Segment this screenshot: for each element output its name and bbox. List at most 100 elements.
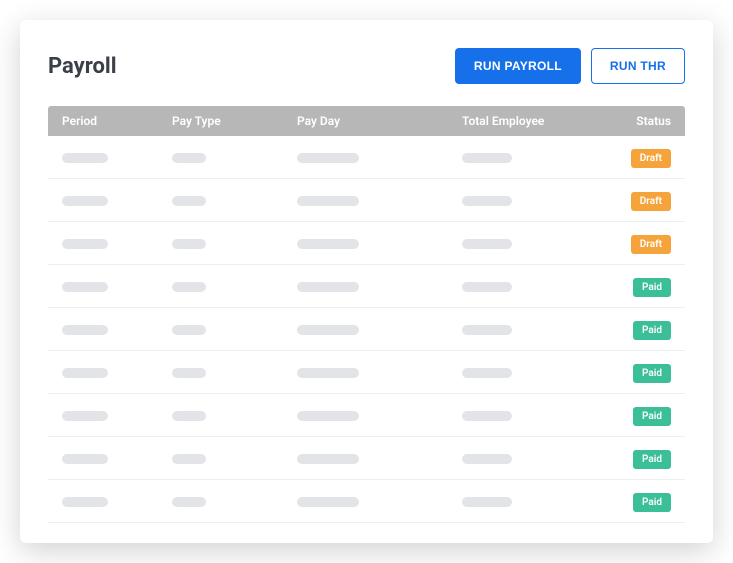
- cell-status: Draft: [612, 146, 671, 168]
- status-badge: Paid: [633, 493, 671, 512]
- cell-pay-day: [297, 363, 462, 382]
- cell-pay-type: [172, 277, 297, 296]
- skeleton-placeholder: [62, 411, 108, 421]
- cell-pay-day: [297, 320, 462, 339]
- skeleton-placeholder: [172, 325, 206, 335]
- cell-period: [62, 234, 172, 253]
- skeleton-placeholder: [462, 282, 512, 292]
- skeleton-placeholder: [462, 325, 512, 335]
- cell-period: [62, 449, 172, 468]
- skeleton-placeholder: [172, 153, 206, 163]
- status-badge: Draft: [631, 192, 671, 211]
- cell-total-employee: [462, 492, 612, 511]
- cell-total-employee: [462, 191, 612, 210]
- cell-period: [62, 492, 172, 511]
- skeleton-placeholder: [297, 411, 359, 421]
- cell-total-employee: [462, 277, 612, 296]
- payroll-table: Period Pay Type Pay Day Total Employee S…: [48, 106, 685, 523]
- cell-pay-type: [172, 234, 297, 253]
- cell-status: Draft: [612, 189, 671, 211]
- skeleton-placeholder: [172, 497, 206, 507]
- cell-pay-type: [172, 492, 297, 511]
- skeleton-placeholder: [62, 454, 108, 464]
- cell-total-employee: [462, 363, 612, 382]
- status-badge: Paid: [633, 364, 671, 383]
- cell-total-employee: [462, 320, 612, 339]
- skeleton-placeholder: [462, 196, 512, 206]
- table-row[interactable]: Paid: [48, 351, 685, 394]
- skeleton-placeholder: [62, 239, 108, 249]
- cell-pay-day: [297, 148, 462, 167]
- status-badge: Draft: [631, 235, 671, 254]
- table-row[interactable]: Draft: [48, 222, 685, 265]
- cell-pay-type: [172, 406, 297, 425]
- table-row[interactable]: Paid: [48, 394, 685, 437]
- payroll-card: Payroll RUN PAYROLL RUN THR Period Pay T…: [20, 20, 713, 543]
- cell-status: Paid: [612, 490, 671, 512]
- card-header: Payroll RUN PAYROLL RUN THR: [48, 48, 685, 84]
- skeleton-placeholder: [462, 239, 512, 249]
- cell-status: Paid: [612, 404, 671, 426]
- skeleton-placeholder: [297, 325, 359, 335]
- skeleton-placeholder: [172, 239, 206, 249]
- cell-pay-day: [297, 449, 462, 468]
- table-row[interactable]: Draft: [48, 136, 685, 179]
- skeleton-placeholder: [297, 239, 359, 249]
- cell-pay-type: [172, 363, 297, 382]
- skeleton-placeholder: [172, 282, 206, 292]
- cell-total-employee: [462, 234, 612, 253]
- cell-status: Paid: [612, 275, 671, 297]
- cell-pay-type: [172, 148, 297, 167]
- skeleton-placeholder: [62, 282, 108, 292]
- col-header-total-employee: Total Employee: [462, 114, 612, 128]
- cell-total-employee: [462, 406, 612, 425]
- skeleton-placeholder: [62, 325, 108, 335]
- cell-status: Paid: [612, 447, 671, 469]
- skeleton-placeholder: [462, 497, 512, 507]
- col-header-pay-day: Pay Day: [297, 114, 462, 128]
- skeleton-placeholder: [172, 454, 206, 464]
- skeleton-placeholder: [297, 282, 359, 292]
- cell-period: [62, 148, 172, 167]
- status-badge: Paid: [633, 278, 671, 297]
- cell-pay-type: [172, 320, 297, 339]
- skeleton-placeholder: [297, 196, 359, 206]
- skeleton-placeholder: [462, 454, 512, 464]
- cell-period: [62, 191, 172, 210]
- table-body: Draft Draft Draft Paid Paid Paid Paid Paid Paid: [48, 136, 685, 523]
- table-row[interactable]: Paid: [48, 480, 685, 523]
- skeleton-placeholder: [297, 497, 359, 507]
- cell-status: Draft: [612, 232, 671, 254]
- skeleton-placeholder: [172, 411, 206, 421]
- skeleton-placeholder: [172, 368, 206, 378]
- cell-pay-day: [297, 492, 462, 511]
- skeleton-placeholder: [62, 196, 108, 206]
- cell-period: [62, 406, 172, 425]
- cell-pay-day: [297, 234, 462, 253]
- cell-total-employee: [462, 148, 612, 167]
- skeleton-placeholder: [297, 153, 359, 163]
- skeleton-placeholder: [297, 454, 359, 464]
- cell-pay-type: [172, 449, 297, 468]
- skeleton-placeholder: [172, 196, 206, 206]
- col-header-pay-type: Pay Type: [172, 114, 297, 128]
- cell-period: [62, 363, 172, 382]
- cell-pay-day: [297, 191, 462, 210]
- table-row[interactable]: Draft: [48, 179, 685, 222]
- skeleton-placeholder: [62, 153, 108, 163]
- cell-total-employee: [462, 449, 612, 468]
- table-row[interactable]: Paid: [48, 437, 685, 480]
- cell-pay-day: [297, 406, 462, 425]
- skeleton-placeholder: [462, 368, 512, 378]
- run-thr-button[interactable]: RUN THR: [591, 48, 685, 84]
- skeleton-placeholder: [62, 497, 108, 507]
- cell-period: [62, 277, 172, 296]
- cell-pay-day: [297, 277, 462, 296]
- table-row[interactable]: Paid: [48, 308, 685, 351]
- cell-pay-type: [172, 191, 297, 210]
- run-payroll-button[interactable]: RUN PAYROLL: [455, 48, 581, 84]
- skeleton-placeholder: [462, 153, 512, 163]
- status-badge: Paid: [633, 450, 671, 469]
- status-badge: Draft: [631, 149, 671, 168]
- table-row[interactable]: Paid: [48, 265, 685, 308]
